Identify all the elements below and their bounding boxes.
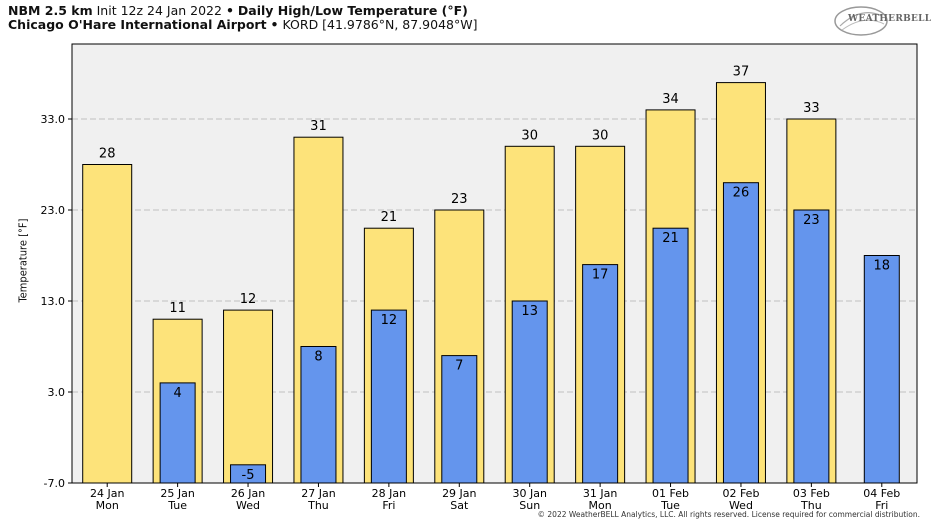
x-tick-date: 31 Jan <box>583 487 617 500</box>
y-tick-label: 3.0 <box>48 386 66 399</box>
low-temp-label: 12 <box>381 313 398 328</box>
x-tick-date: 29 Jan <box>442 487 476 500</box>
x-tick-weekday: Mon <box>589 499 612 512</box>
low-temp-label: 17 <box>592 268 609 283</box>
x-tick-weekday: Wed <box>236 499 260 512</box>
x-tick-weekday: Fri <box>382 499 395 512</box>
low-temp-label: 21 <box>662 231 679 246</box>
weatherbell-logo-icon <box>834 6 888 36</box>
low-temp-bar <box>863 255 900 484</box>
header-separator: • <box>225 3 234 18</box>
x-tick-weekday: Mon <box>96 499 119 512</box>
x-tick-date: 26 Jan <box>231 487 265 500</box>
low-temp-bar <box>511 300 548 484</box>
y-tick-label: 13.0 <box>41 295 66 308</box>
low-temp-label: 8 <box>314 350 322 365</box>
chart-header-line-2: Chicago O'Hare International Airport • K… <box>8 17 477 32</box>
x-tick-weekday: Thu <box>800 499 822 512</box>
high-temp-label: 34 <box>662 92 679 107</box>
low-temp-label: 7 <box>455 359 463 374</box>
y-tick-label: -7.0 <box>44 477 65 490</box>
low-temp-label: 23 <box>803 213 820 228</box>
x-tick-weekday: Thu <box>307 499 329 512</box>
x-tick-weekday: Wed <box>729 499 753 512</box>
high-temp-label: 21 <box>381 210 398 225</box>
chart-title: Daily High/Low Temperature (°F) <box>237 3 468 18</box>
model-name: NBM 2.5 km <box>8 3 93 18</box>
low-temp-bar <box>582 264 619 484</box>
high-temp-label: 28 <box>99 147 116 162</box>
x-tick-date: 02 Feb <box>722 487 759 500</box>
low-temp-bar <box>370 309 407 484</box>
high-temp-label: 23 <box>451 192 468 207</box>
y-tick-label: 23.0 <box>41 204 66 217</box>
x-tick-weekday: Sun <box>519 499 540 512</box>
high-temp-label: 11 <box>169 301 186 316</box>
low-temp-bar <box>652 227 689 484</box>
x-tick-date: 28 Jan <box>372 487 406 500</box>
low-temp-bar <box>300 346 337 484</box>
x-tick-date: 04 Feb <box>863 487 900 500</box>
init-time: Init 12z 24 Jan 2022 <box>96 3 222 18</box>
x-tick-date: 27 Jan <box>301 487 335 500</box>
low-temp-label: 18 <box>874 259 891 274</box>
plot-frame <box>71 43 918 484</box>
high-temp-bar <box>82 164 133 484</box>
high-temp-bar <box>223 309 274 484</box>
high-temp-label: 30 <box>592 128 609 143</box>
high-temp-label: 30 <box>521 128 538 143</box>
low-temp-bar <box>159 382 196 484</box>
high-temp-label: 12 <box>240 292 257 307</box>
x-tick-date: 01 Feb <box>652 487 689 500</box>
low-temp-bar <box>793 209 830 484</box>
logo-text: WEATHERBELL <box>848 14 932 24</box>
x-tick-weekday: Fri <box>875 499 888 512</box>
x-tick-date: 25 Jan <box>160 487 194 500</box>
low-temp-bar <box>722 182 759 484</box>
x-tick-date: 24 Jan <box>90 487 124 500</box>
x-tick-date: 03 Feb <box>793 487 830 500</box>
high-temp-label: 37 <box>733 65 750 80</box>
x-tick-date: 30 Jan <box>512 487 546 500</box>
x-tick-weekday: Tue <box>167 499 187 512</box>
chart-header-line-1: NBM 2.5 km Init 12z 24 Jan 2022 • Daily … <box>8 3 468 18</box>
header-separator-2: • <box>270 17 279 32</box>
y-tick-label: 33.0 <box>41 113 66 126</box>
high-temp-label: 31 <box>310 119 327 134</box>
low-temp-label: 13 <box>521 304 538 319</box>
low-temp-label: -5 <box>242 468 255 483</box>
low-temp-bar <box>441 355 478 484</box>
plot-area <box>72 44 917 483</box>
copyright-footer: © 2022 WeatherBELL Analytics, LLC. All r… <box>537 510 920 519</box>
station-code: KORD [41.9786°N, 87.9048°W] <box>282 17 478 32</box>
x-tick-weekday: Tue <box>660 499 680 512</box>
station-name: Chicago O'Hare International Airport <box>8 17 267 32</box>
high-temp-label: 33 <box>803 101 820 116</box>
low-temp-label: 4 <box>173 386 181 401</box>
x-tick-weekday: Sat <box>450 499 469 512</box>
low-temp-label: 26 <box>733 186 750 201</box>
